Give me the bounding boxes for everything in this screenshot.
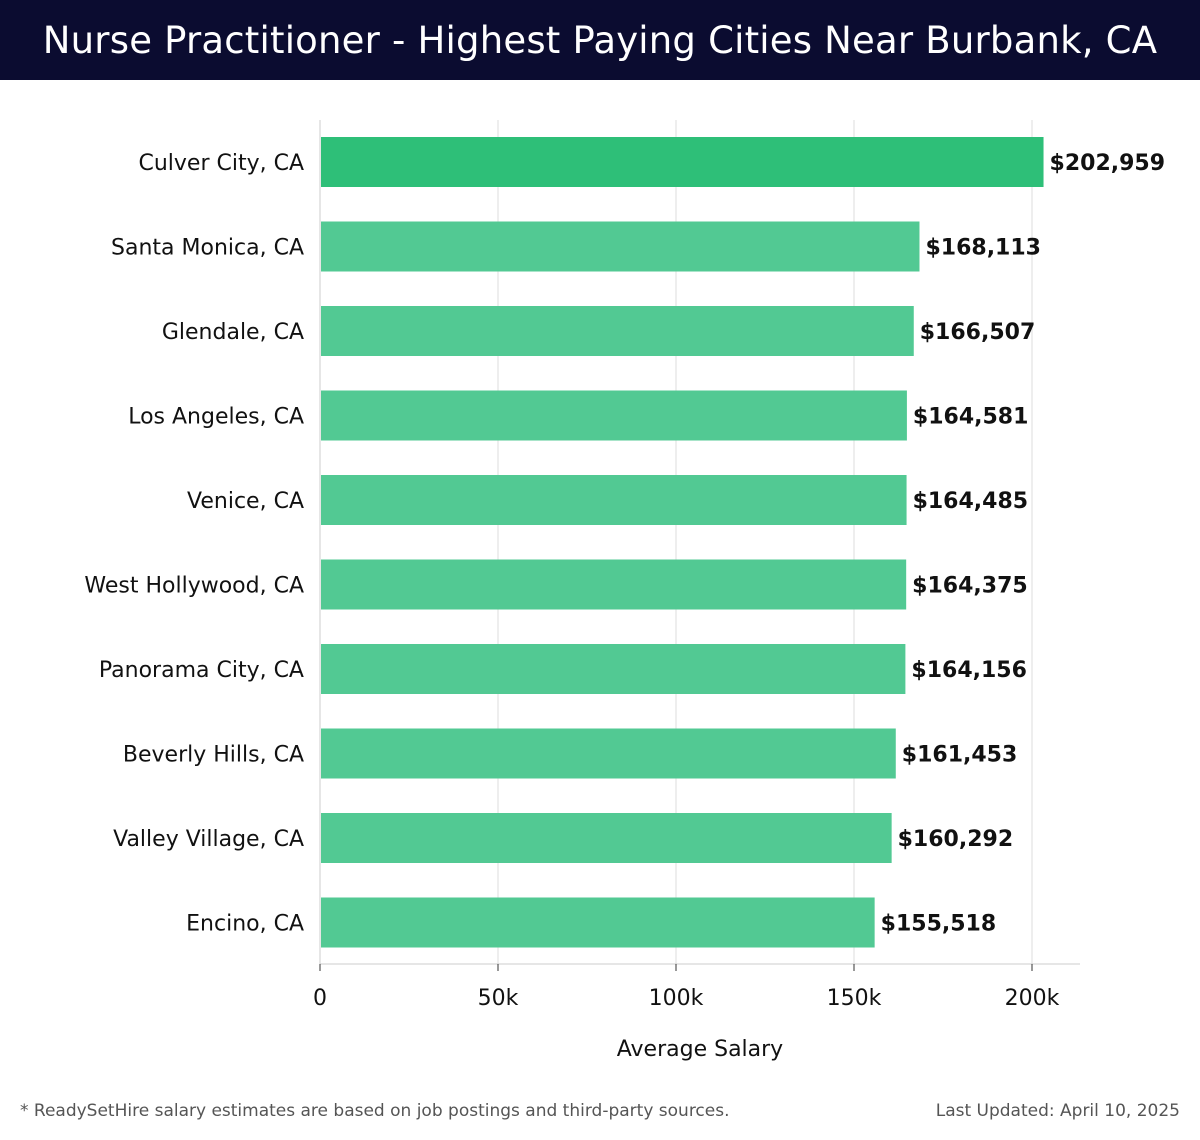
value-label: $164,375	[912, 574, 1028, 599]
value-label: $160,292	[898, 827, 1014, 852]
value-label: $168,113	[925, 236, 1041, 261]
x-tick-label: 50k	[478, 986, 519, 1011]
value-label: $202,959	[1050, 151, 1166, 176]
x-tick-label: 0	[313, 986, 327, 1011]
bar	[321, 475, 907, 525]
x-tick-label: 100k	[649, 986, 704, 1011]
value-label: $164,581	[913, 405, 1029, 430]
value-label: $161,453	[902, 743, 1018, 768]
bar	[321, 644, 906, 694]
bar	[321, 390, 907, 441]
last-updated: Last Updated: April 10, 2025	[935, 1101, 1180, 1121]
value-label: $155,518	[881, 912, 997, 937]
bar	[321, 221, 920, 272]
bar	[321, 813, 892, 863]
bar	[321, 137, 1044, 187]
category-label: Encino, CA	[186, 912, 304, 937]
category-label: Culver City, CA	[138, 151, 304, 176]
page-title: Nurse Practitioner - Highest Paying Citi…	[42, 18, 1158, 62]
title-bar: Nurse Practitioner - Highest Paying Citi…	[0, 0, 1200, 80]
category-label: West Hollywood, CA	[84, 574, 304, 599]
bar	[321, 559, 907, 610]
x-axis-title: Average Salary	[617, 1037, 783, 1062]
category-label: Santa Monica, CA	[111, 236, 304, 261]
category-label: Venice, CA	[187, 489, 304, 514]
category-label: Valley Village, CA	[113, 827, 304, 852]
salary-bar-chart: 0 50k 100k 150k 200k Average Salary Culver Cit…	[84, 120, 1166, 1062]
category-label: Panorama City, CA	[99, 658, 304, 683]
category-label: Glendale, CA	[162, 320, 304, 345]
category-label: Beverly Hills, CA	[123, 743, 304, 768]
category-label: Los Angeles, CA	[128, 405, 304, 430]
bar	[321, 306, 914, 356]
value-label: $164,485	[913, 489, 1029, 514]
x-tick-label: 200k	[1005, 986, 1060, 1011]
bar	[321, 897, 875, 948]
footer-note: * ReadySetHire salary estimates are base…	[20, 1101, 730, 1121]
x-tick-label: 150k	[827, 986, 882, 1011]
bar	[321, 728, 896, 779]
value-label: $166,507	[920, 320, 1036, 345]
value-label: $164,156	[911, 658, 1027, 683]
